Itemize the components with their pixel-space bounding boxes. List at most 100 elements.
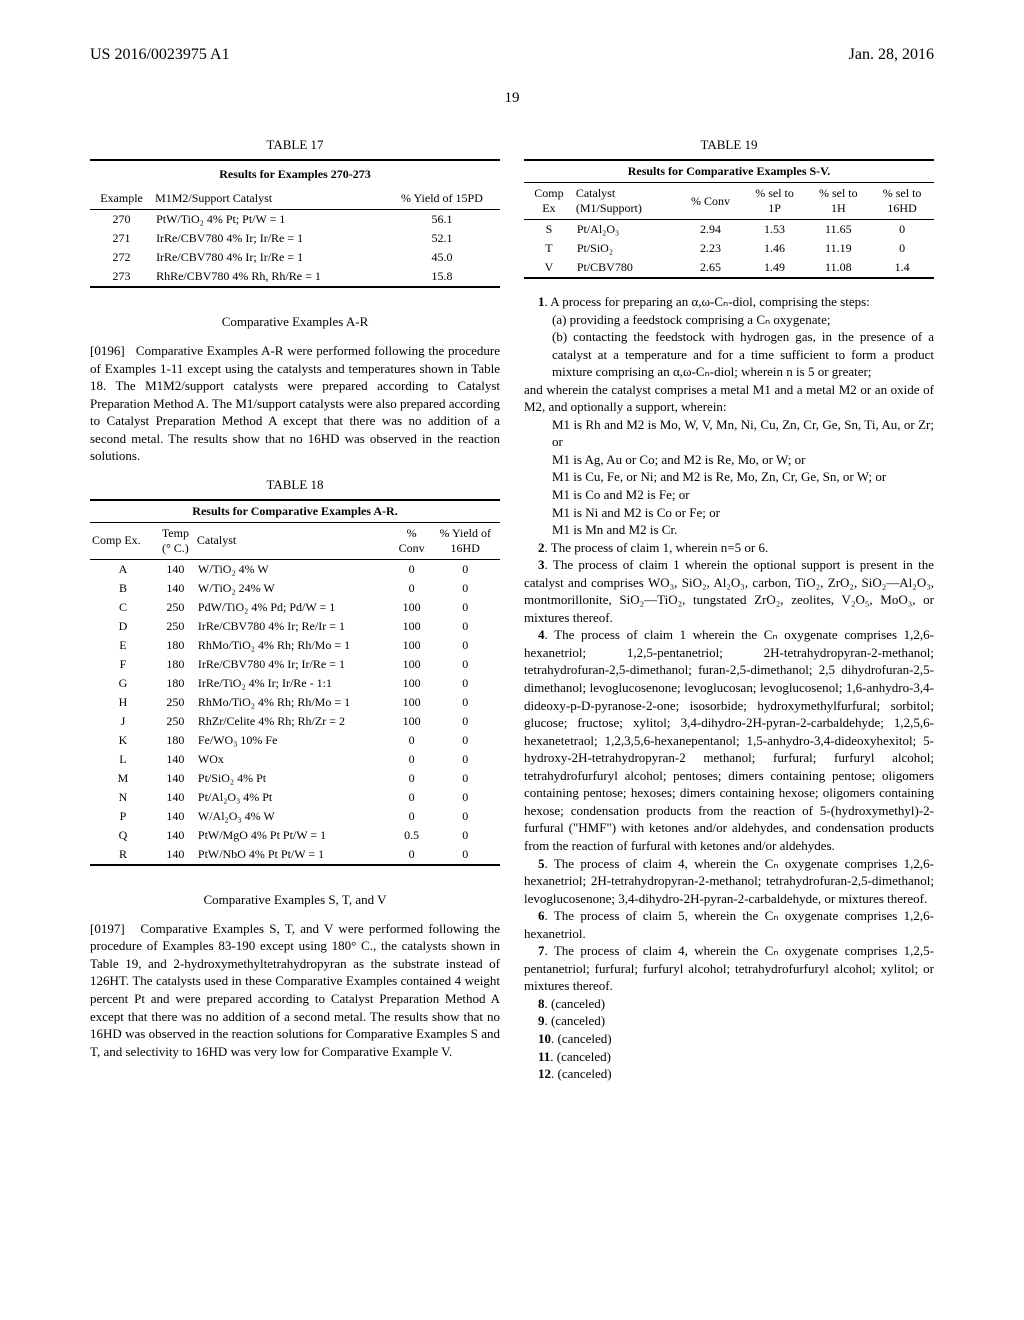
cell: 0: [430, 693, 500, 712]
table17-caption: TABLE 17: [90, 137, 500, 153]
table-row: N140Pt/Al₂O₃ 4% Pt00: [90, 788, 500, 807]
cell: A: [90, 559, 156, 579]
cell: 0: [393, 845, 431, 865]
table18-col3: %Conv: [393, 522, 431, 559]
cell: 180: [156, 731, 195, 750]
claim-2-text: The process of claim 1, wherein n=5 or 6…: [551, 540, 768, 555]
claim-11: 11. (canceled): [524, 1048, 934, 1066]
table-row: D250IrRe/CBV780 4% Ir; Re/Ir = 11000: [90, 617, 500, 636]
cell: T: [524, 239, 574, 258]
cell: RhMo/TiO₂ 4% Rh; Rh/Mo = 1: [195, 636, 393, 655]
cell: 0: [393, 769, 431, 788]
claim-1-m4: M1 is Co and M2 is Fe; or: [524, 486, 934, 504]
table18-caption: TABLE 18: [90, 477, 500, 493]
cell: 11.08: [806, 258, 870, 278]
cell: 1.49: [743, 258, 807, 278]
cell: 0.5: [393, 826, 431, 845]
table-row: L140WOx00: [90, 750, 500, 769]
cell: V: [524, 258, 574, 278]
table-row: SPt/Al₂O₃2.941.5311.650: [524, 220, 934, 240]
claim-1-m5: M1 is Ni and M2 is Co or Fe; or: [524, 504, 934, 522]
table17-col0: Example: [90, 188, 153, 210]
cell: 250: [156, 617, 195, 636]
cell: 140: [156, 807, 195, 826]
cell: 180: [156, 636, 195, 655]
cell: E: [90, 636, 156, 655]
cell: 0: [430, 617, 500, 636]
claim-7-text: The process of claim 4, wherein the Cₙ o…: [524, 943, 934, 993]
cell: 0: [430, 712, 500, 731]
cell: 52.1: [384, 229, 500, 248]
claim-1-a: (a) providing a feedstock comprising a C…: [524, 311, 934, 329]
cell: PtW/MgO 4% Pt Pt/W = 1: [195, 826, 393, 845]
cell: 0: [430, 750, 500, 769]
table-row: Q140PtW/MgO 4% Pt Pt/W = 10.50: [90, 826, 500, 845]
cell: 2.65: [678, 258, 742, 278]
cell: 100: [393, 655, 431, 674]
cell: IrRe/TiO₂ 4% Ir; Ir/Re - 1:1: [195, 674, 393, 693]
table-row: P140W/Al₂O₃ 4% W00: [90, 807, 500, 826]
page-header: US 2016/0023975 A1 Jan. 28, 2016: [0, 0, 1024, 68]
cell: 0: [430, 845, 500, 865]
cell: F: [90, 655, 156, 674]
cell: 0: [430, 559, 500, 579]
cell: 2.23: [678, 239, 742, 258]
cell: 273: [90, 267, 153, 287]
claim-9-text: (canceled): [551, 1013, 605, 1028]
cell: 250: [156, 598, 195, 617]
claim-1-lead: 1. A process for preparing an α,ω-Cₙ-dio…: [524, 293, 934, 311]
cell: Pt/CBV780: [574, 258, 679, 278]
cell: 11.65: [806, 220, 870, 240]
section-stv-heading: Comparative Examples S, T, and V: [90, 892, 500, 908]
cell: 0: [393, 750, 431, 769]
table18-col1: Temp(° C.): [156, 522, 195, 559]
cell: Pt/Al₂O₃ 4% Pt: [195, 788, 393, 807]
table-row: C250PdW/TiO₂ 4% Pd; Pd/W = 11000: [90, 598, 500, 617]
cell: L: [90, 750, 156, 769]
cell: 140: [156, 750, 195, 769]
cell: 0: [430, 807, 500, 826]
claim-3: 3. The process of claim 1 wherein the op…: [524, 556, 934, 626]
para-0197-text: Comparative Examples S, T, and V were pe…: [90, 921, 500, 1059]
claim-4: 4. The process of claim 1 wherein the Cₙ…: [524, 626, 934, 854]
table17-col2: % Yield of 15PD: [384, 188, 500, 210]
cell: RhZr/Celite 4% Rh; Rh/Zr = 2: [195, 712, 393, 731]
cell: 0: [393, 731, 431, 750]
cell: 0: [393, 788, 431, 807]
table19-col3: % sel to1P: [743, 183, 807, 220]
claims-block: 1. A process for preparing an α,ω-Cₙ-dio…: [524, 293, 934, 1083]
para-0196: [0196] Comparative Examples A-R were per…: [90, 342, 500, 465]
table-row: E180RhMo/TiO₂ 4% Rh; Rh/Mo = 11000: [90, 636, 500, 655]
table19-col5: % sel to16HD: [870, 183, 934, 220]
cell: 250: [156, 693, 195, 712]
table-row: 273RhRe/CBV780 4% Rh, Rh/Re = 115.8: [90, 267, 500, 287]
cell: S: [524, 220, 574, 240]
table19-col0: CompEx: [524, 183, 574, 220]
claim-1-m1: M1 is Rh and M2 is Mo, W, V, Mn, Ni, Cu,…: [524, 416, 934, 451]
table-row: 270PtW/TiO₂ 4% Pt; Pt/W = 156.1: [90, 210, 500, 230]
cell: 140: [156, 845, 195, 865]
cell: J: [90, 712, 156, 731]
table-row: VPt/CBV7802.651.4911.081.4: [524, 258, 934, 278]
cell: IrRe/CBV780 4% Ir; Ir/Re = 1: [195, 655, 393, 674]
table-row: H250RhMo/TiO₂ 4% Rh; Rh/Mo = 11000: [90, 693, 500, 712]
cell: 0: [430, 598, 500, 617]
table17-subcaption: Results for Examples 270-273: [90, 160, 500, 188]
claim-7: 7. The process of claim 4, wherein the C…: [524, 942, 934, 995]
cell: Pt/Al₂O₃: [574, 220, 679, 240]
cell: 250: [156, 712, 195, 731]
table-row: R140PtW/NbO 4% Pt Pt/W = 100: [90, 845, 500, 865]
claim-10-text: (canceled): [558, 1031, 612, 1046]
claim-1-m6: M1 is Mn and M2 is Cr.: [524, 521, 934, 539]
cell: D: [90, 617, 156, 636]
cell: 100: [393, 712, 431, 731]
patent-number: US 2016/0023975 A1: [90, 46, 230, 64]
cell: 140: [156, 826, 195, 845]
cell: 1.4: [870, 258, 934, 278]
cell: 0: [430, 731, 500, 750]
cell: 2.94: [678, 220, 742, 240]
cell: PdW/TiO₂ 4% Pd; Pd/W = 1: [195, 598, 393, 617]
cell: 270: [90, 210, 153, 230]
cell: 45.0: [384, 248, 500, 267]
para-num-0197: [0197]: [90, 921, 125, 936]
